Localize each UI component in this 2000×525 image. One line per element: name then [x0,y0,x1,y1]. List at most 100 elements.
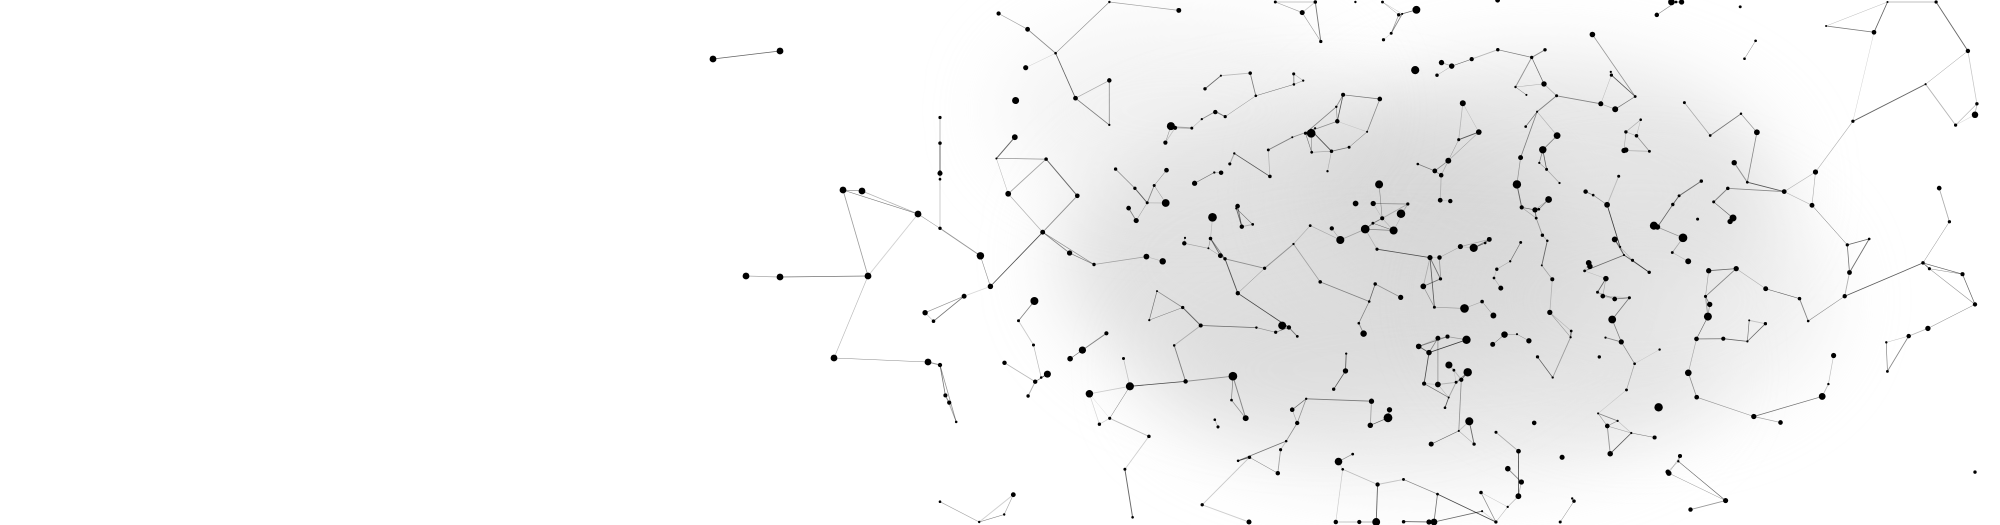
network-node [1131,516,1134,519]
network-edge [1462,103,1480,133]
network-edge [1935,1,1969,52]
network-node [1569,336,1572,339]
network-node [1506,505,1509,509]
network-node [1447,396,1450,399]
network-node [1367,300,1371,303]
network-edge [1423,383,1449,398]
network-node [938,170,942,174]
network-node [1448,198,1453,204]
network-edge [1296,398,1307,424]
network-node [1445,361,1453,369]
network-edge [1606,176,1620,205]
network-node [1707,301,1713,308]
network-node [1163,140,1168,145]
network-node [1726,186,1730,191]
network-node [1200,117,1203,121]
network-node [1108,416,1112,420]
network-node [1694,336,1699,342]
network-node [1666,470,1672,476]
network-edge [1678,461,1726,501]
network-node [1972,302,1978,307]
network-node [1654,224,1661,230]
network-node [1291,136,1294,139]
network-edge [1623,131,1627,151]
network-node [1262,266,1267,270]
network-edge [1306,398,1372,402]
network-edge [1165,127,1176,143]
network-node [1401,519,1406,524]
network-node [1678,0,1685,5]
network-edge [1597,389,1627,414]
network-edge [1075,97,1110,126]
network-node [1618,339,1624,345]
network-node [1054,51,1057,55]
network-edge [1348,131,1368,148]
network-node [1435,335,1441,341]
network-node [1514,85,1517,89]
network-edge [1922,221,1950,264]
network-node [1555,94,1559,98]
network-edge [1436,65,1452,76]
network-node [1017,319,1020,323]
network-node [1462,335,1471,344]
network-edge [924,295,965,313]
network-node [1182,241,1187,246]
network-edge [1929,268,1963,275]
network-node [1921,261,1925,265]
network-edge [1619,246,1633,261]
network-node [1727,218,1733,225]
network-node [1207,247,1210,250]
network-node [830,354,838,362]
network-node [1357,519,1362,525]
network-edge [1184,243,1209,249]
network-node [1547,309,1553,316]
network-node [1236,459,1240,463]
network-edge [1422,257,1431,287]
network-edge [1293,225,1311,245]
network-edge [1458,103,1464,140]
network-node [1971,111,1979,119]
network-edge [1018,320,1034,346]
network-node [1612,106,1619,113]
network-node [1652,435,1657,440]
network-node [1125,382,1134,391]
network-edge [1025,53,1056,68]
network-edge [1042,231,1070,254]
network-edge [1224,258,1239,294]
network-edge [1373,203,1408,205]
network-edge [1815,121,1854,173]
network-edge [712,50,781,60]
network-node [1537,207,1541,211]
network-edge [1055,1,1110,54]
network-edge [1448,131,1479,161]
network-edges [712,1,1978,523]
network-node [1208,212,1217,222]
network-node [1217,253,1223,259]
network-node [1654,12,1660,18]
network-node [1600,293,1606,299]
network-edge [1109,386,1131,419]
network-node [1274,330,1278,334]
network-node [1113,167,1118,171]
network-node [1383,413,1393,423]
network-node [1633,95,1637,98]
network-edge [1811,171,1816,206]
network-edge [1267,149,1271,177]
network-edge [1828,355,1834,385]
network-node [1107,78,1112,83]
network-node [1851,119,1855,123]
network-node [1525,93,1528,96]
network-edge [1615,96,1636,110]
network-edge [1149,307,1183,321]
network-edge [1684,102,1711,136]
network-node [1668,0,1675,6]
network-node [1490,341,1496,347]
network-node [961,293,967,299]
network-edge [1525,111,1538,127]
network-node [1073,95,1078,101]
network-edge [1293,80,1304,85]
network-edge [1185,375,1233,382]
network-edge [1234,153,1271,177]
network-node [1122,357,1125,360]
network-node [1519,205,1524,210]
